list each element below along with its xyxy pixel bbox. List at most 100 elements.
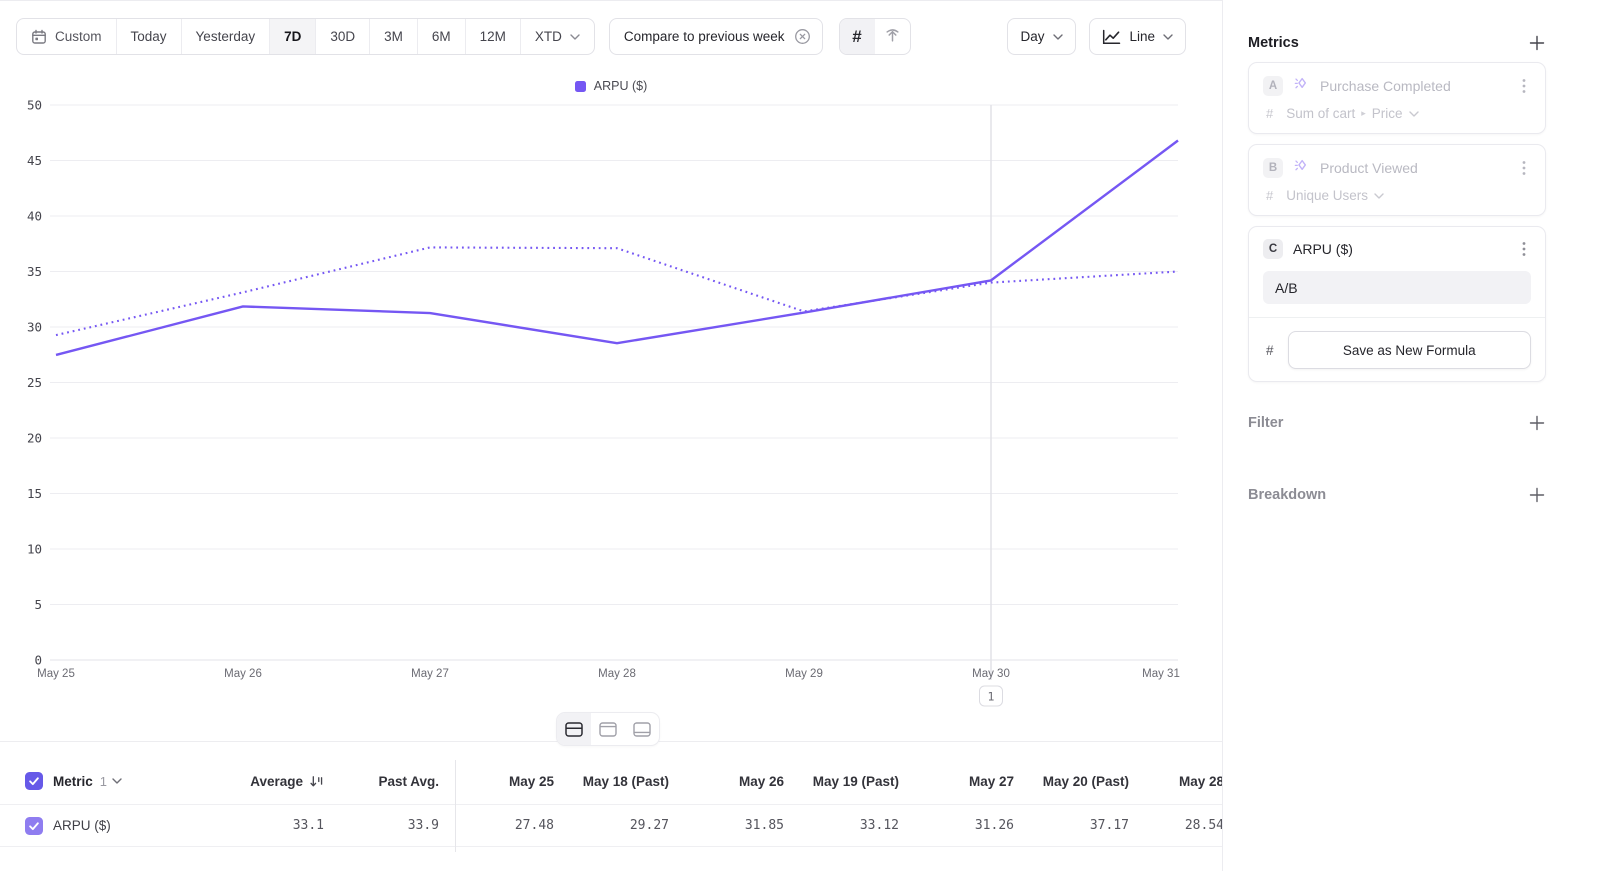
column-header-may-18-past[interactable]: May 18 (Past) [570, 774, 685, 789]
column-header-label: May 26 [738, 773, 784, 789]
x-tick-label: May 26 [224, 668, 262, 680]
calendar-icon [32, 29, 46, 44]
column-header-label: May 27 [968, 773, 1014, 789]
table-cell-past-avg: 33.9 [407, 818, 439, 833]
range-button-30d[interactable]: 30D [315, 19, 369, 54]
add-metric-button[interactable] [1528, 34, 1546, 52]
metric-event-name[interactable]: Purchase Completed [1320, 78, 1451, 94]
range-button-custom[interactable]: Custom [17, 19, 116, 54]
range-button-xtd[interactable]: XTD [519, 19, 594, 54]
series-current-line [55, 139, 1179, 357]
caret-right-icon: ▸ [1361, 108, 1366, 118]
column-header-label: May 28 [1178, 773, 1222, 789]
column-header-may-25[interactable]: May 25 [455, 774, 570, 789]
value-display-toggle-group: # [838, 18, 911, 55]
range-button-7d[interactable]: 7D [269, 19, 316, 54]
column-header-label: May 19 (Past) [812, 773, 899, 789]
metric-header[interactable]: Metric 1 [53, 774, 122, 789]
plus-icon [1529, 487, 1545, 503]
metric-badge: C [1263, 239, 1283, 259]
y-tick-label: 30 [27, 320, 42, 335]
table-cell-may-26: 31.85 [744, 818, 784, 833]
y-tick-label: 50 [27, 98, 42, 113]
date-range-group: Custom Today Yesterday 7D 30D 3M 6M 12M XTD [16, 18, 595, 55]
legend-label: ARPU ($) [593, 79, 648, 93]
metric-badge: B [1263, 158, 1283, 178]
plus-icon [1529, 35, 1545, 51]
y-tick-label: 5 [34, 597, 42, 612]
hash-icon: # [852, 26, 862, 46]
frozen-column-divider [455, 760, 456, 852]
top-divider [0, 0, 1600, 1]
compare-label: Compare to previous week [623, 29, 785, 44]
range-button-3m[interactable]: 3M [369, 19, 417, 54]
chevron-down-icon [112, 778, 122, 784]
metric-card-c[interactable]: C ARPU ($) A/B # Save as New Formula [1248, 226, 1546, 382]
metric-options-kebab-icon[interactable] [1517, 241, 1531, 257]
metric-event-name[interactable]: Product Viewed [1320, 160, 1418, 176]
range-button-yesterday[interactable]: Yesterday [180, 19, 270, 54]
y-tick-label: 10 [27, 542, 42, 557]
annotation-badge[interactable]: 1 [979, 685, 1003, 707]
column-header-may-26[interactable]: May 26 [685, 774, 800, 789]
y-tick-label: 20 [27, 431, 42, 446]
range-button-6m[interactable]: 6M [416, 19, 465, 54]
annotations-toggle[interactable] [875, 19, 910, 54]
column-header-may-20-past[interactable]: May 20 (Past) [1030, 774, 1145, 789]
table-header-row: Metric 1 Average Past Avg. May 25 May 18 (P… [0, 758, 1222, 805]
column-header-past-avg[interactable]: Past Avg. [340, 774, 455, 789]
window-top-bar-icon [599, 721, 617, 737]
range-label: XTD [534, 29, 562, 44]
layout-table-only-button[interactable] [625, 713, 659, 745]
numeric-values-toggle[interactable]: # [839, 19, 875, 54]
range-label: 3M [384, 29, 403, 44]
measurement-dropdown[interactable]: Sum of cart ▸ Price [1286, 106, 1419, 121]
check-icon [29, 777, 39, 786]
column-header-average[interactable]: Average [225, 774, 340, 789]
chevron-down-icon [1408, 110, 1419, 117]
measurement-dropdown[interactable]: Unique Users [1286, 188, 1384, 203]
table-cell-may-28: 28.54 [1184, 818, 1222, 833]
sparkle-event-icon [1293, 157, 1310, 179]
remove-compare-icon[interactable] [794, 28, 812, 46]
chart-type-label: Line [1129, 29, 1155, 44]
series-checkbox[interactable] [25, 816, 43, 835]
add-filter-button[interactable] [1528, 414, 1546, 432]
metric-card-a[interactable]: A Purchase Completed # Sum of cart ▸ Pri… [1248, 62, 1546, 134]
add-breakdown-button[interactable] [1528, 486, 1546, 504]
column-header-may-19-past[interactable]: May 19 (Past) [800, 774, 915, 789]
formula-hash-prefix: # [1266, 342, 1274, 358]
column-header-may-27[interactable]: May 27 [915, 774, 1030, 789]
granularity-label: Day [1020, 29, 1045, 44]
range-button-today[interactable]: Today [115, 19, 181, 54]
row-metric-name: ARPU ($) [53, 818, 111, 833]
y-tick-label: 35 [27, 264, 42, 279]
breakdown-title: Breakdown [1248, 487, 1327, 503]
table-row: ARPU ($) 33.1 33.9 27.48 29.27 31.85 33.12 31.… [0, 805, 1222, 847]
x-tick-label: May 29 [785, 668, 823, 680]
metric-options-kebab-icon[interactable] [1517, 160, 1531, 176]
metric-formula-name[interactable]: ARPU ($) [1293, 241, 1353, 257]
range-label: 30D [330, 29, 356, 44]
layout-split-horizontal-button[interactable] [557, 713, 591, 745]
measurement-hash-prefix: # [1266, 106, 1274, 121]
filter-title: Filter [1248, 415, 1284, 431]
granularity-dropdown[interactable]: Day [1007, 18, 1077, 55]
compare-button[interactable]: Compare to previous week [608, 18, 823, 55]
layout-chart-only-button[interactable] [591, 713, 625, 745]
formula-input[interactable]: A/B [1263, 271, 1531, 304]
column-header-may-28[interactable]: May 28 [1145, 774, 1222, 789]
chart-toolbar: Custom Today Yesterday 7D 30D 3M 6M 12M XTD Comp… [16, 18, 1186, 55]
chart-type-dropdown[interactable]: Line [1089, 18, 1186, 55]
column-header-label: May 18 (Past) [582, 773, 669, 789]
metric-card-b[interactable]: B Product Viewed # Unique Users [1248, 144, 1546, 216]
measurement-hash-prefix: # [1266, 188, 1274, 203]
check-icon [29, 821, 39, 830]
x-tick-label: May 31 [1142, 668, 1180, 680]
range-button-12m[interactable]: 12M [464, 19, 520, 54]
range-label: 12M [479, 29, 506, 44]
query-panel: Metrics A Purchase Completed # Sum of ca… [1222, 0, 1600, 871]
select-all-checkbox[interactable] [25, 772, 43, 790]
save-as-new-formula-button[interactable]: Save as New Formula [1287, 331, 1531, 369]
metric-options-kebab-icon[interactable] [1517, 78, 1531, 94]
